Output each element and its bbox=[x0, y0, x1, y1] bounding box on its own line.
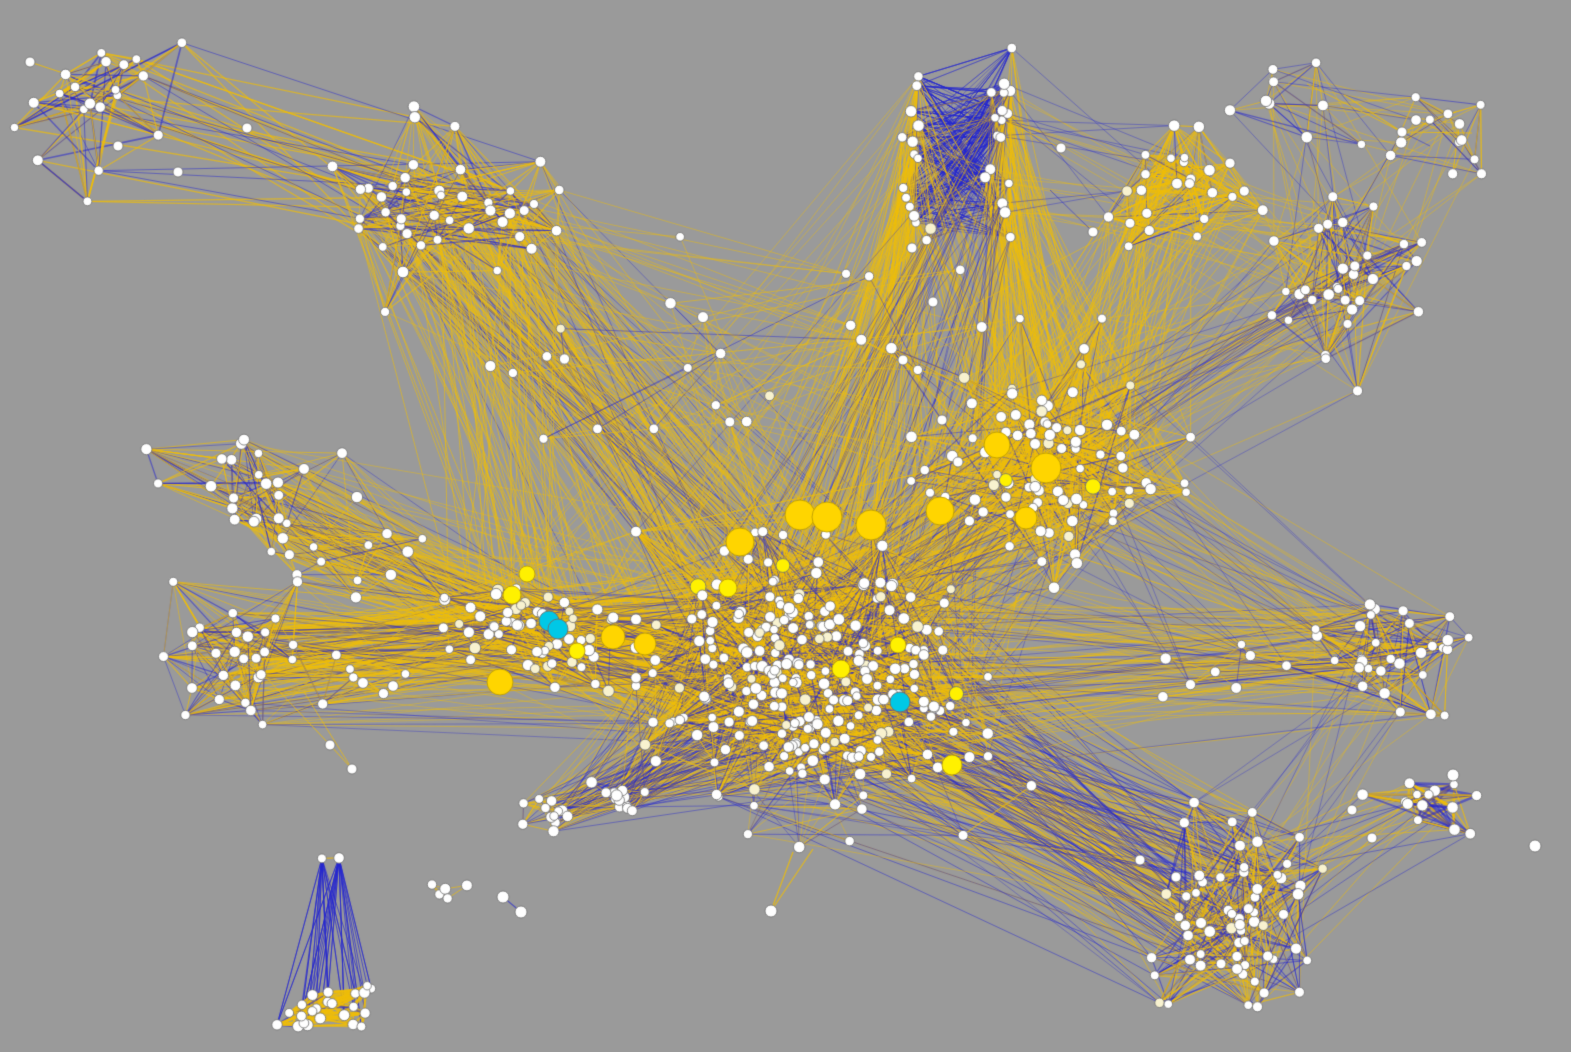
network-graph-canvas[interactable] bbox=[0, 0, 1571, 1052]
network-visualization bbox=[0, 0, 1571, 1052]
